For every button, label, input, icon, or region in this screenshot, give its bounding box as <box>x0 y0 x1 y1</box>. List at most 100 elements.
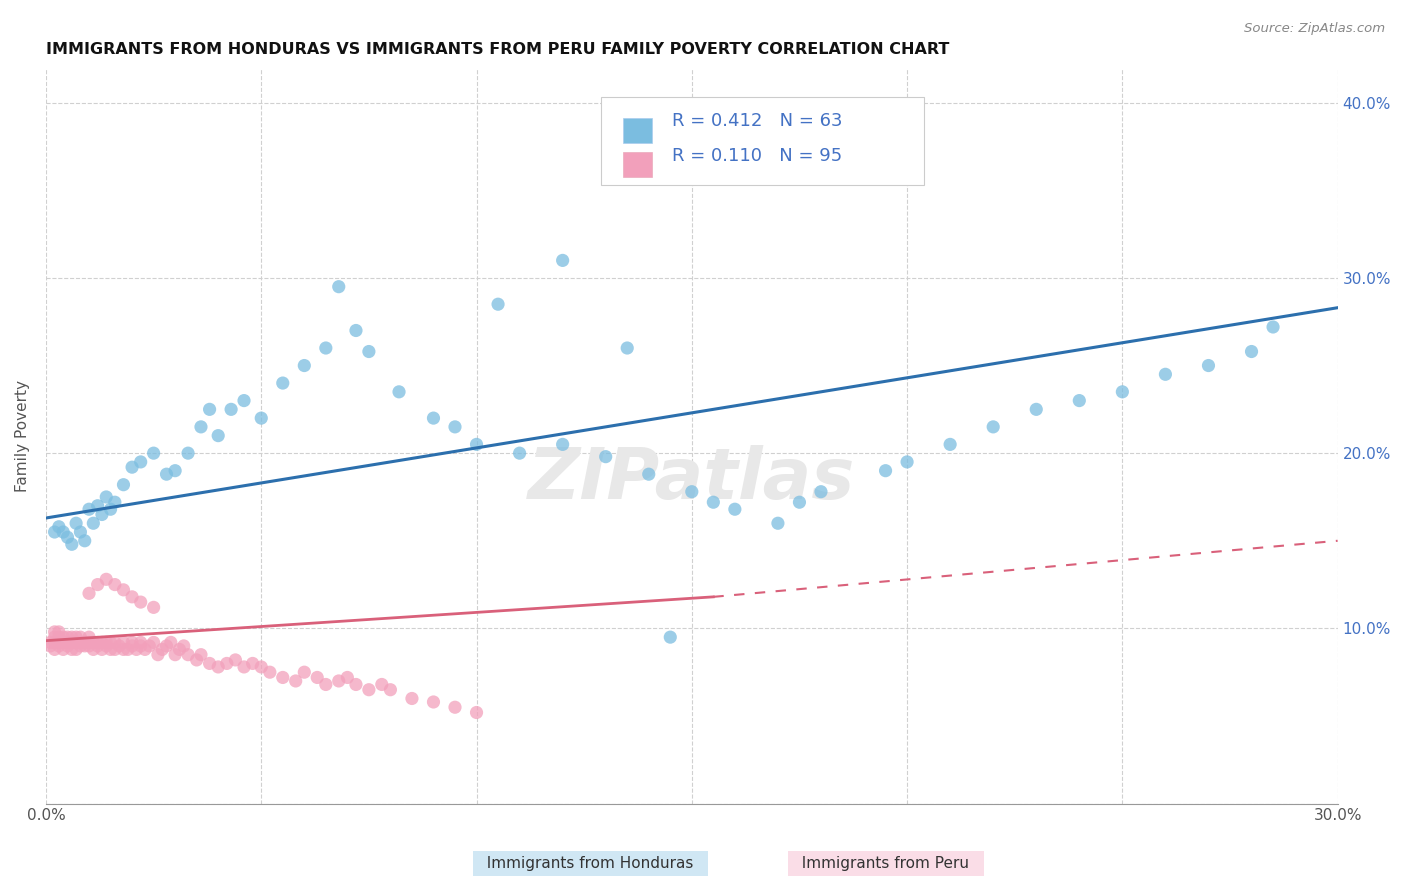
Point <box>702 495 724 509</box>
Point <box>315 677 337 691</box>
Point <box>77 635 100 649</box>
Point <box>1154 368 1177 382</box>
Point <box>96 635 118 649</box>
Point <box>56 530 79 544</box>
Point <box>52 635 75 649</box>
Point <box>190 420 212 434</box>
Point <box>69 635 91 649</box>
Point <box>444 420 467 434</box>
Point <box>69 630 91 644</box>
Point <box>129 455 152 469</box>
Point <box>39 635 62 649</box>
Point <box>357 682 380 697</box>
Point <box>77 639 100 653</box>
Point <box>233 393 256 408</box>
Point <box>165 648 187 662</box>
Point <box>44 524 66 539</box>
Point <box>292 665 315 680</box>
Point <box>69 639 91 653</box>
Point <box>357 344 380 359</box>
Point <box>509 446 531 460</box>
Point <box>259 665 281 680</box>
Point <box>77 502 100 516</box>
Point <box>39 639 62 653</box>
Y-axis label: Family Poverty: Family Poverty <box>15 380 30 491</box>
Point <box>48 630 70 644</box>
Point <box>65 642 87 657</box>
Point <box>637 467 659 482</box>
Text: R = 0.412   N = 63: R = 0.412 N = 63 <box>672 112 844 130</box>
Point <box>96 639 118 653</box>
Point <box>65 630 87 644</box>
Point <box>896 455 918 469</box>
Point <box>284 673 307 688</box>
Point <box>198 402 221 417</box>
Point <box>233 660 256 674</box>
Point <box>73 639 96 653</box>
Point <box>875 464 897 478</box>
Point <box>48 635 70 649</box>
Point <box>292 359 315 373</box>
Point <box>96 572 118 586</box>
Point <box>1261 320 1284 334</box>
Text: Immigrants from Peru: Immigrants from Peru <box>793 856 979 871</box>
Point <box>112 635 135 649</box>
Point <box>86 639 108 653</box>
Point <box>48 639 70 653</box>
Point <box>117 642 139 657</box>
Point <box>207 428 229 442</box>
Point <box>56 639 79 653</box>
Point <box>1069 393 1091 408</box>
Point <box>173 639 195 653</box>
Point <box>82 635 104 649</box>
Point <box>91 635 114 649</box>
Point <box>198 657 221 671</box>
Point <box>69 524 91 539</box>
Text: Immigrants from Honduras: Immigrants from Honduras <box>478 856 703 871</box>
Point <box>150 642 173 657</box>
Point <box>1198 359 1220 373</box>
FancyBboxPatch shape <box>623 153 652 178</box>
Point <box>121 635 143 649</box>
Point <box>60 635 83 649</box>
Point <box>48 520 70 534</box>
Point <box>401 691 423 706</box>
Text: Source: ZipAtlas.com: Source: ZipAtlas.com <box>1244 22 1385 36</box>
Point <box>60 642 83 657</box>
Point <box>250 660 273 674</box>
Point <box>789 495 811 509</box>
Point <box>177 648 200 662</box>
Point <box>121 639 143 653</box>
Point <box>939 437 962 451</box>
Point <box>60 630 83 644</box>
Text: R = 0.110   N = 95: R = 0.110 N = 95 <box>672 147 842 165</box>
Point <box>48 624 70 639</box>
Point <box>160 635 183 649</box>
Point <box>112 477 135 491</box>
Point <box>422 411 444 425</box>
Point <box>271 670 294 684</box>
Point <box>177 446 200 460</box>
Point <box>422 695 444 709</box>
Point <box>56 635 79 649</box>
Point <box>52 524 75 539</box>
Point <box>52 630 75 644</box>
Point <box>344 677 367 691</box>
Point <box>444 700 467 714</box>
Point <box>112 642 135 657</box>
Point <box>219 402 242 417</box>
Point <box>766 516 789 531</box>
Point <box>224 653 246 667</box>
Point <box>371 677 394 691</box>
Point <box>44 635 66 649</box>
Point <box>73 635 96 649</box>
Point <box>52 642 75 657</box>
Point <box>551 437 574 451</box>
Point <box>104 577 127 591</box>
Point <box>138 639 160 653</box>
Point <box>91 642 114 657</box>
Point <box>336 670 359 684</box>
Point <box>82 642 104 657</box>
Point <box>344 324 367 338</box>
Point <box>100 502 122 516</box>
